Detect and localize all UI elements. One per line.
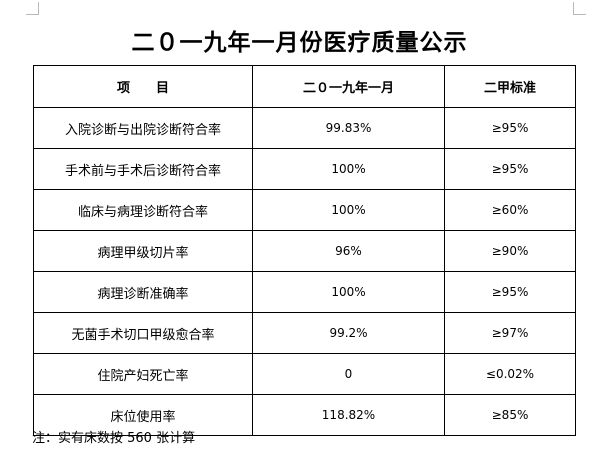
metric-name: 病理甲级切片率 — [33, 230, 253, 272]
metric-value: 99.2% — [252, 312, 445, 354]
metric-value: 0 — [252, 353, 445, 395]
metric-standard: ≥90% — [444, 230, 576, 272]
metric-name: 无菌手术切口甲级愈合率 — [33, 312, 253, 354]
header-standard: 二甲标准 — [444, 65, 576, 108]
metric-value: 118.82% — [252, 394, 445, 436]
page-corner-mark-left — [26, 2, 39, 15]
header-item-part1: 项 — [116, 81, 130, 96]
metric-standard: ≥95% — [444, 148, 576, 190]
page-corner-mark-right — [573, 2, 586, 15]
table-row: 病理诊断准确率 100% ≥95% — [33, 271, 576, 313]
header-item: 项目 — [33, 65, 253, 108]
metric-name: 入院诊断与出院诊断符合率 — [33, 107, 253, 149]
table-row: 无菌手术切口甲级愈合率 99.2% ≥97% — [33, 312, 576, 354]
metric-standard: ≤0.02% — [444, 353, 576, 395]
metric-name: 临床与病理诊断符合率 — [33, 189, 253, 231]
metric-value: 96% — [252, 230, 445, 272]
header-period: 二０一九年一月 — [252, 65, 445, 108]
quality-table: 项目 二０一九年一月 二甲标准 入院诊断与出院诊断符合率 99.83% ≥95%… — [33, 65, 576, 436]
header-item-part2: 目 — [156, 81, 170, 96]
table-row: 床位使用率 118.82% ≥85% — [33, 394, 576, 436]
metric-standard: ≥95% — [444, 107, 576, 149]
metric-value: 100% — [252, 148, 445, 190]
metric-value: 100% — [252, 271, 445, 313]
metric-standard: ≥97% — [444, 312, 576, 354]
table-row: 手术前与手术后诊断符合率 100% ≥95% — [33, 148, 576, 190]
page-title: 二０一九年一月份医疗质量公示 — [131, 30, 468, 56]
table-row: 住院产妇死亡率 0 ≤0.02% — [33, 353, 576, 395]
metric-standard: ≥85% — [444, 394, 576, 436]
table-row: 入院诊断与出院诊断符合率 99.83% ≥95% — [33, 107, 576, 149]
metric-name: 手术前与手术后诊断符合率 — [33, 148, 253, 190]
footnote: 注：实有床数按 560 张计算 — [32, 431, 196, 446]
metric-name: 病理诊断准确率 — [33, 271, 253, 313]
table-header-row: 项目 二０一九年一月 二甲标准 — [33, 65, 576, 108]
metric-name: 住院产妇死亡率 — [33, 353, 253, 395]
metric-standard: ≥60% — [444, 189, 576, 231]
table-row: 临床与病理诊断符合率 100% ≥60% — [33, 189, 576, 231]
metric-standard: ≥95% — [444, 271, 576, 313]
metric-value: 99.83% — [252, 107, 445, 149]
metric-value: 100% — [252, 189, 445, 231]
table-row: 病理甲级切片率 96% ≥90% — [33, 230, 576, 272]
metric-name: 床位使用率 — [33, 394, 253, 436]
